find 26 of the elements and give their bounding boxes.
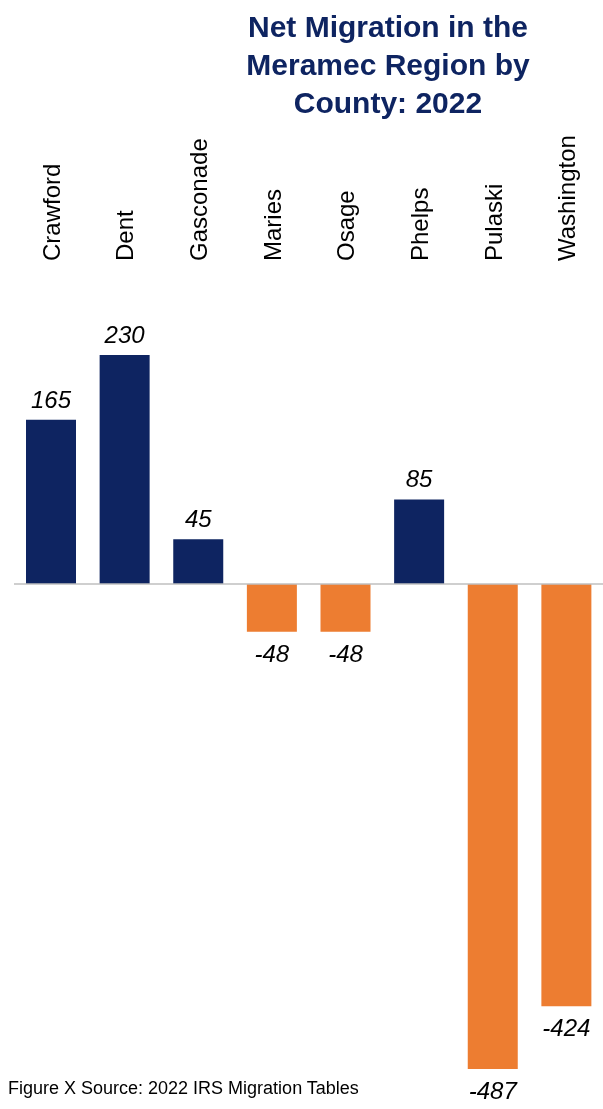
bar	[467, 584, 518, 1069]
bar	[246, 584, 297, 632]
x-tick-label: Phelps	[405, 187, 433, 261]
data-label: 85	[405, 465, 434, 493]
x-tick-label: Pulaski	[479, 183, 507, 261]
text: Figure X Source: 2022 IRS Migration Tables	[8, 1078, 359, 1099]
data-label: -48	[328, 639, 364, 667]
data-label: 230	[103, 321, 146, 348]
bar	[394, 499, 445, 585]
x-tick-label: Crawford	[37, 163, 65, 261]
bar	[173, 539, 224, 585]
x-tick-label: Osage	[332, 190, 360, 261]
x-tick-label: Gasconade	[185, 138, 213, 261]
bar	[541, 584, 592, 1007]
x-tick-label: Maries	[258, 188, 286, 261]
chart-title: Net Migration in the Meramec Region by County: 2022	[245, 9, 531, 121]
data-label: -424	[542, 1014, 591, 1042]
data-label: -487	[468, 1077, 519, 1104]
bar	[26, 419, 76, 585]
data-label: -48	[254, 639, 290, 667]
bar	[320, 584, 371, 632]
x-tick-label: Washington	[553, 135, 581, 261]
data-label: 165	[30, 385, 72, 413]
data-label: 45	[184, 505, 213, 533]
bar	[99, 355, 150, 585]
x-tick-label: Dent	[111, 209, 139, 261]
